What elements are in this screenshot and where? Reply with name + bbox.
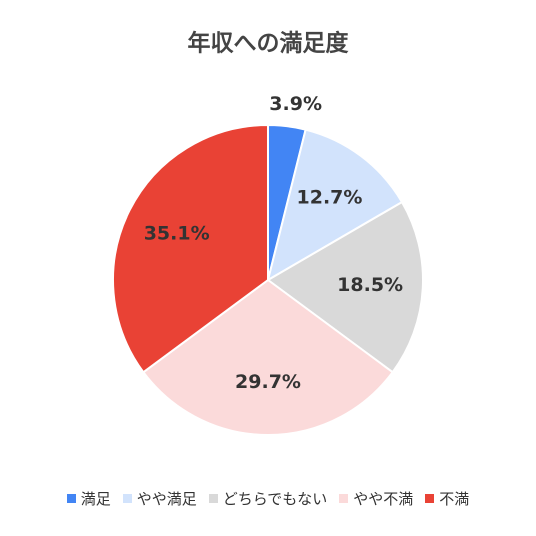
chart-title: 年収への満足度 [188, 30, 350, 57]
legend-label: やや不満 [353, 490, 414, 508]
pie-slice [112, 123, 269, 374]
legend-item: 満足 [66, 488, 111, 509]
pie-slice [266, 128, 404, 283]
legend-label: やや満足 [136, 490, 197, 508]
legend-swatch [66, 494, 76, 503]
legend-item: どちらでもない [208, 488, 328, 509]
legend-label: 不満 [439, 490, 470, 508]
legend-swatch [122, 494, 132, 503]
legend-swatch [208, 494, 218, 503]
legend-swatch [425, 494, 435, 503]
pie-slice [141, 278, 395, 436]
legend-item: やや不満 [339, 488, 413, 509]
pie-chart: 年収への満足度 3.9% 12.7% 18.5% 29.7% 35.1% [112, 30, 424, 436]
data-label: 18.5% [337, 274, 403, 296]
data-label: 12.7% [297, 187, 363, 209]
legend: 満足 やや満足 どちらでもない やや不満 不満 [0, 488, 536, 509]
legend-label: 満足 [80, 490, 111, 508]
data-label: 29.7% [235, 371, 301, 393]
data-label: 35.1% [144, 222, 210, 244]
legend-item: やや満足 [122, 488, 197, 509]
data-label: 3.9% [269, 93, 322, 115]
legend-item: 不満 [425, 488, 469, 509]
pie-slice [266, 200, 424, 374]
legend-label: どちらでもない [222, 490, 328, 508]
legend-swatch [339, 494, 349, 503]
